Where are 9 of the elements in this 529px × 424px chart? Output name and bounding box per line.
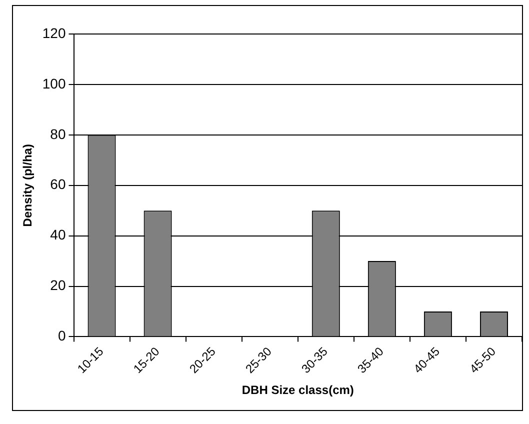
y-tick-label: 0: [58, 328, 66, 344]
y-tick-label: 60: [50, 176, 66, 192]
y-tick-label: 120: [42, 24, 66, 41]
y-axis-title: Density (pl/ha): [20, 144, 35, 227]
x-axis-title: DBH Size class(cm): [242, 383, 354, 398]
y-tick-label: 40: [50, 226, 66, 243]
y-tick-label: 80: [50, 126, 66, 142]
y-tick-label: 100: [42, 75, 66, 92]
y-tick-label: 20: [50, 277, 66, 294]
